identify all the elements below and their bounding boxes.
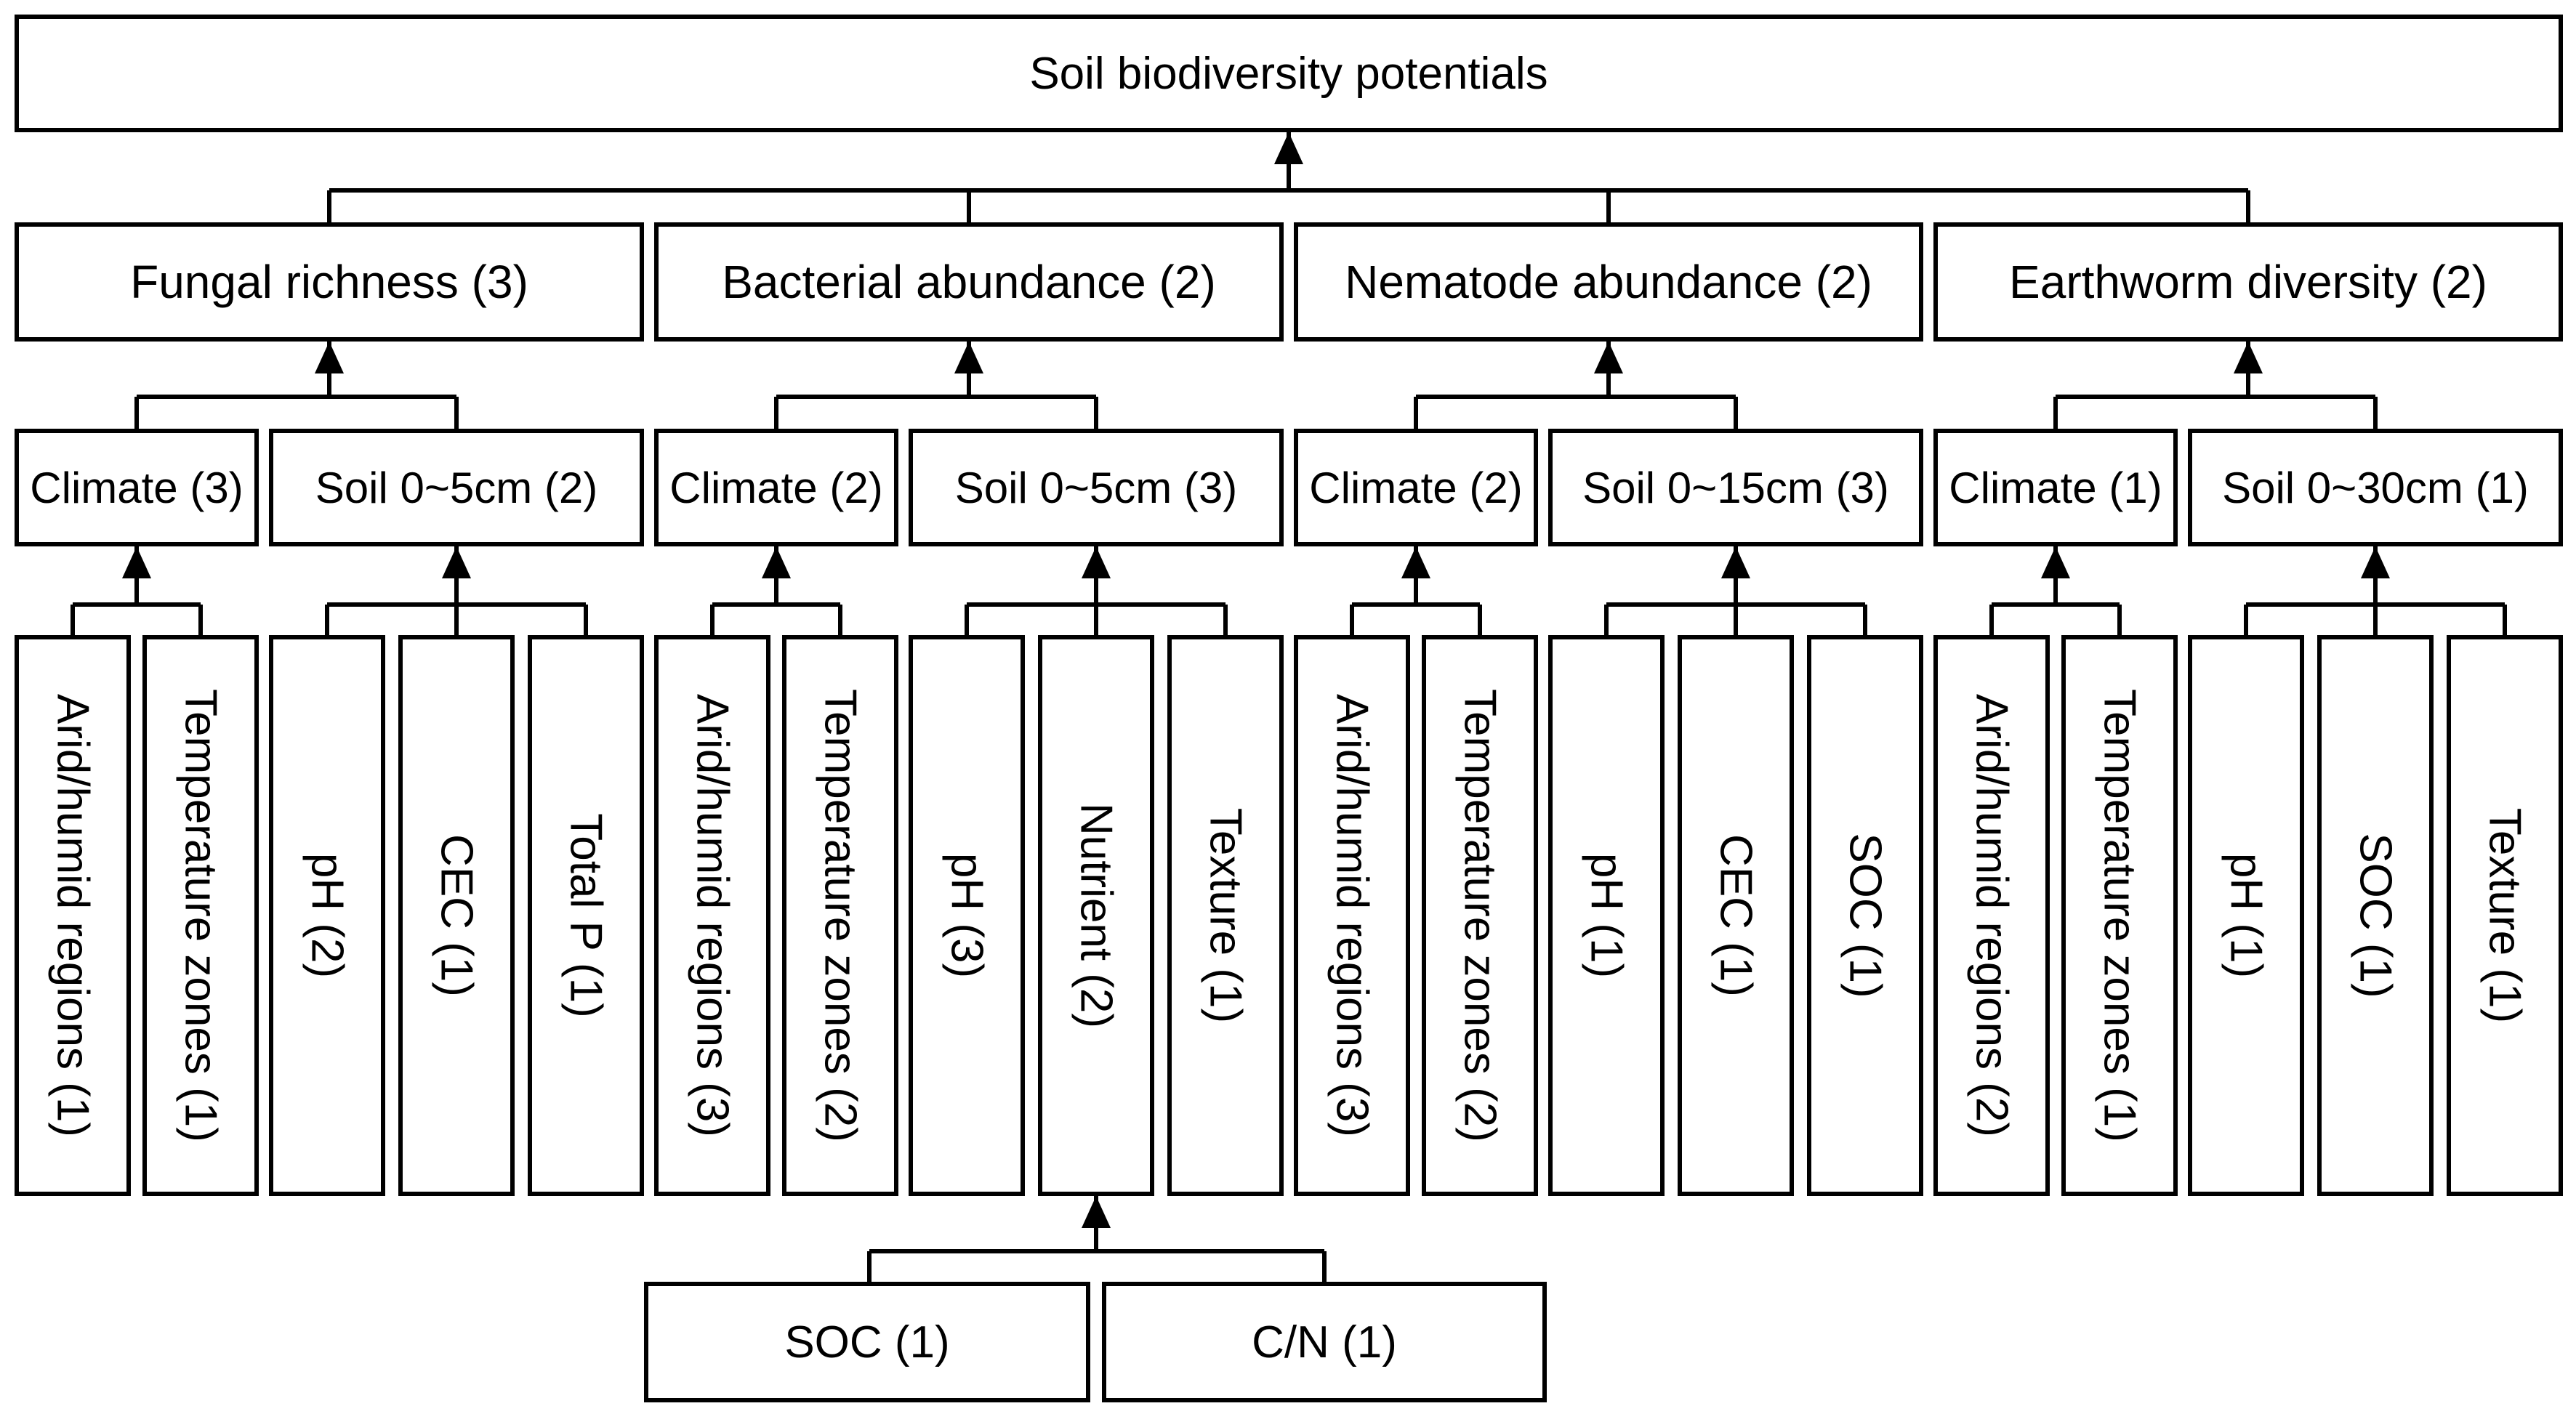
sub-node-2-1-label: Soil 0~15cm (3) xyxy=(1582,463,1889,512)
leaf-node-3-0-0: Arid/humid regions (2) xyxy=(1933,635,2050,1196)
leaf-node-3-0-1: Temperature zones (1) xyxy=(2061,635,2178,1196)
group-node-0-label: Fungal richness (3) xyxy=(130,256,528,308)
leaf-node-2-1-2-label: SOC (1) xyxy=(1840,833,1891,998)
group-node-2: Nematode abundance (2) xyxy=(1294,222,1923,342)
leaf-node-2-1-1: CEC (1) xyxy=(1678,635,1794,1196)
leaf-node-2-1-0-label: pH (1) xyxy=(1581,852,1632,979)
leaf-node-2-1-0: pH (1) xyxy=(1548,635,1665,1196)
group-node-3-label: Earthworm diversity (2) xyxy=(2009,256,2487,308)
sub-node-0-1: Soil 0~5cm (2) xyxy=(269,429,644,546)
leaf-node-1-1-2: Texture (1) xyxy=(1167,635,1284,1196)
leaf-node-1-1-0-label: pH (3) xyxy=(941,852,992,979)
sub-node-3-0-label: Climate (1) xyxy=(1949,463,2162,512)
leaf-node-2-0-0-label: Arid/humid regions (3) xyxy=(1327,694,1377,1137)
group-node-2-label: Nematode abundance (2) xyxy=(1345,256,1872,308)
leaf-node-0-1-2: Total P (1) xyxy=(528,635,644,1196)
leaf-node-3-0-1-label: Temperature zones (1) xyxy=(2094,689,2145,1142)
leaf-node-0-0-1: Temperature zones (1) xyxy=(142,635,259,1196)
leaf-node-3-1-0: pH (1) xyxy=(2188,635,2304,1196)
sub-node-1-0-label: Climate (2) xyxy=(669,463,883,512)
sub-node-3-1-label: Soil 0~30cm (1) xyxy=(2222,463,2529,512)
leaf-node-2-1-2: SOC (1) xyxy=(1807,635,1923,1196)
leaf-node-3-1-1-label: SOC (1) xyxy=(2350,833,2401,998)
leaf-node-1-0-1: Temperature zones (2) xyxy=(782,635,898,1196)
leaf-node-3-1-0-label: pH (1) xyxy=(2221,852,2271,979)
sub-node-2-0-label: Climate (2) xyxy=(1309,463,1523,512)
leaf-node-0-0-1-label: Temperature zones (1) xyxy=(175,689,226,1142)
sub-node-0-0-label: Climate (3) xyxy=(30,463,243,512)
sub-node-0-1-label: Soil 0~5cm (2) xyxy=(315,463,598,512)
leaf-node-2-0-0: Arid/humid regions (3) xyxy=(1294,635,1410,1196)
sub-node-3-0: Climate (1) xyxy=(1933,429,2178,546)
leaf-node-1-0-0-label: Arid/humid regions (3) xyxy=(687,694,738,1137)
nutrient-child-1-label: C/N (1) xyxy=(1252,1317,1397,1367)
leaf-node-1-1-2-label: Texture (1) xyxy=(1200,807,1251,1024)
group-node-1: Bacterial abundance (2) xyxy=(654,222,1284,342)
leaf-node-2-1-1-label: CEC (1) xyxy=(1710,834,1761,997)
root-node: Soil biodiversity potentials xyxy=(15,15,2563,132)
leaf-node-0-1-1-label: CEC (1) xyxy=(431,834,482,997)
sub-node-1-1-label: Soil 0~5cm (3) xyxy=(954,463,1238,512)
nutrient-child-1: C/N (1) xyxy=(1102,1282,1547,1402)
leaf-node-0-1-0: pH (2) xyxy=(269,635,385,1196)
leaf-node-0-0-0-label: Arid/humid regions (1) xyxy=(47,694,98,1137)
sub-node-0-0: Climate (3) xyxy=(15,429,259,546)
leaf-node-2-0-1-label: Temperature zones (2) xyxy=(1454,689,1505,1142)
group-node-1-label: Bacterial abundance (2) xyxy=(722,256,1216,308)
root-node-label: Soil biodiversity potentials xyxy=(1029,48,1548,99)
leaf-node-3-1-2: Texture (1) xyxy=(2447,635,2563,1196)
sub-node-1-1: Soil 0~5cm (3) xyxy=(909,429,1284,546)
sub-node-2-0: Climate (2) xyxy=(1294,429,1538,546)
leaf-node-1-1-1: Nutrient (2) xyxy=(1038,635,1154,1196)
leaf-node-3-1-1: SOC (1) xyxy=(2317,635,2434,1196)
nutrient-child-0-label: SOC (1) xyxy=(784,1317,950,1367)
sub-node-2-1: Soil 0~15cm (3) xyxy=(1548,429,1923,546)
leaf-node-3-0-0-label: Arid/humid regions (2) xyxy=(1966,694,2017,1137)
leaf-node-1-0-1-label: Temperature zones (2) xyxy=(815,689,866,1142)
leaf-node-0-0-0: Arid/humid regions (1) xyxy=(15,635,131,1196)
leaf-node-0-1-1: CEC (1) xyxy=(398,635,515,1196)
connector-lines xyxy=(71,132,2507,1282)
sub-node-1-0: Climate (2) xyxy=(654,429,898,546)
leaf-node-0-1-2-label: Total P (1) xyxy=(560,813,611,1018)
nutrient-child-0: SOC (1) xyxy=(644,1282,1090,1402)
sub-node-3-1: Soil 0~30cm (1) xyxy=(2188,429,2563,546)
leaf-node-1-1-1-label: Nutrient (2) xyxy=(1071,802,1122,1029)
group-node-3: Earthworm diversity (2) xyxy=(1933,222,2563,342)
leaf-node-1-1-0: pH (3) xyxy=(909,635,1025,1196)
leaf-node-3-1-2-label: Texture (1) xyxy=(2479,807,2530,1024)
group-node-0: Fungal richness (3) xyxy=(15,222,644,342)
leaf-node-0-1-0-label: pH (2) xyxy=(302,852,353,979)
leaf-node-2-0-1: Temperature zones (2) xyxy=(1422,635,1538,1196)
leaf-node-1-0-0: Arid/humid regions (3) xyxy=(654,635,770,1196)
